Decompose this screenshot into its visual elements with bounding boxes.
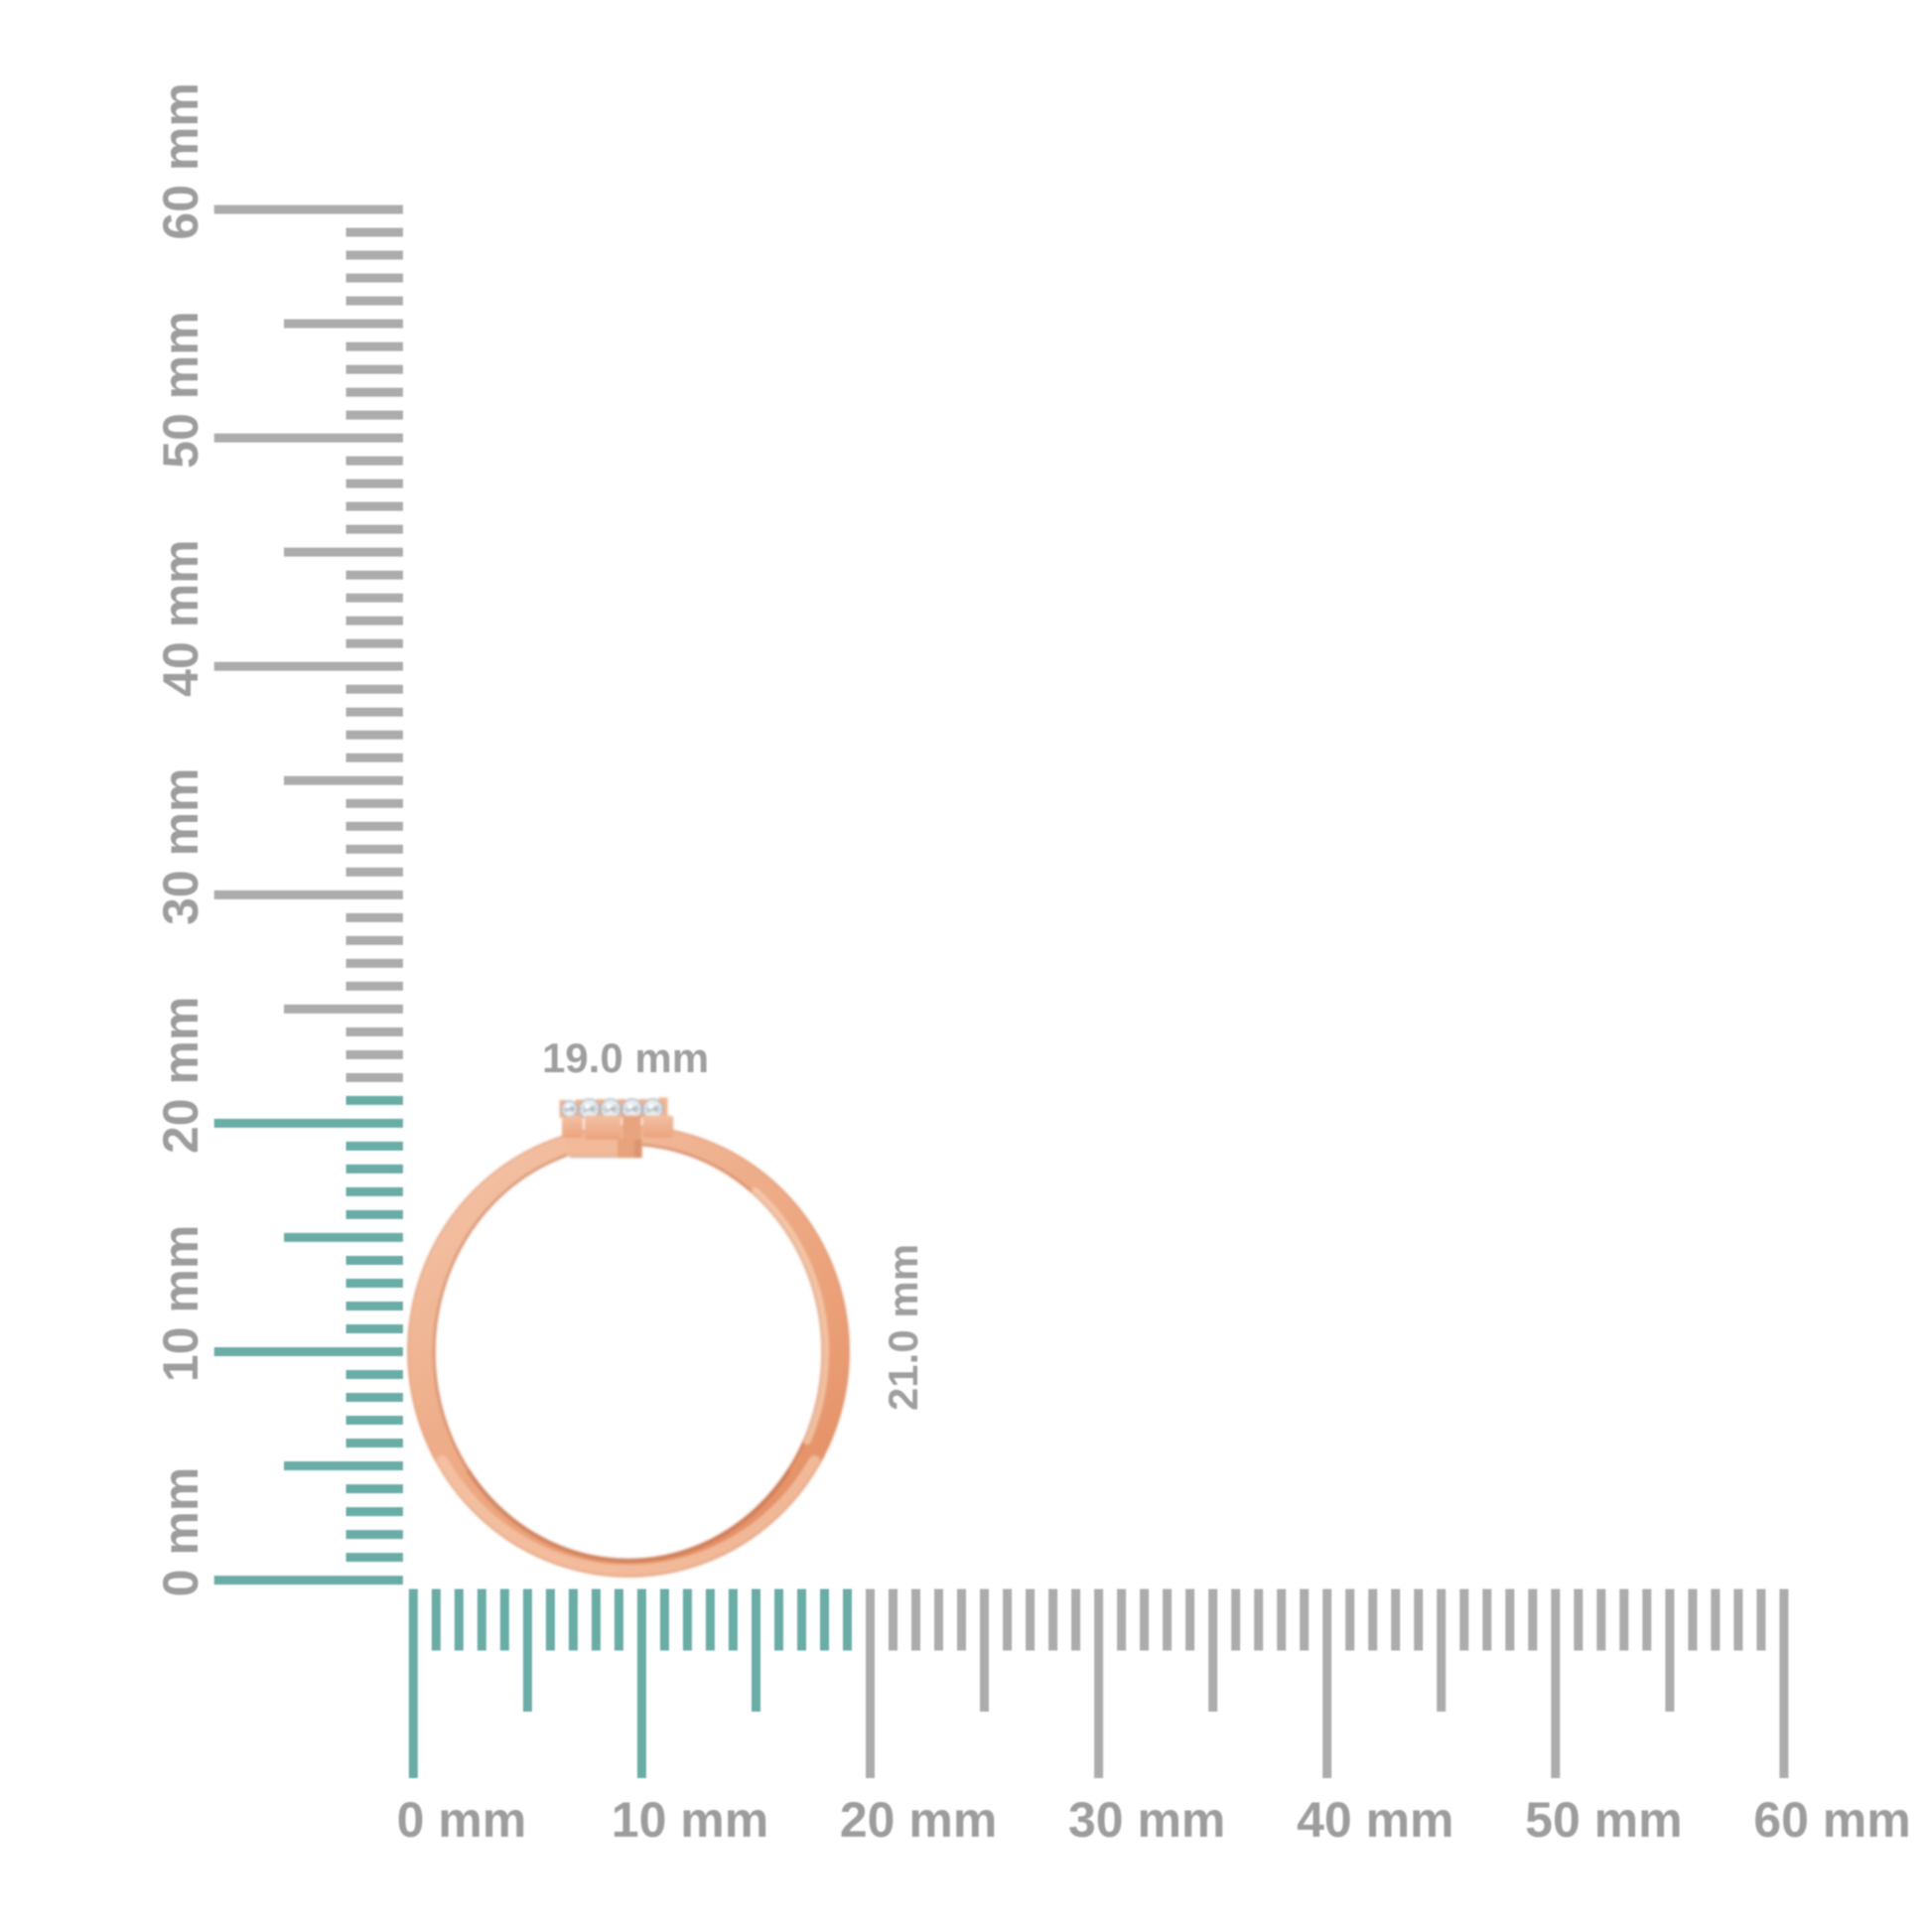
- svg-text:60 mm: 60 mm: [153, 82, 208, 239]
- svg-text:30 mm: 30 mm: [1068, 1792, 1225, 1848]
- svg-text:10 mm: 10 mm: [153, 1225, 208, 1382]
- svg-text:30 mm: 30 mm: [153, 767, 208, 924]
- svg-text:20 mm: 20 mm: [153, 997, 208, 1154]
- svg-text:50 mm: 50 mm: [153, 311, 208, 468]
- svg-text:0 mm: 0 mm: [397, 1792, 527, 1848]
- svg-text:50 mm: 50 mm: [1525, 1792, 1682, 1848]
- svg-text:20 mm: 20 mm: [840, 1792, 997, 1848]
- svg-text:40 mm: 40 mm: [1297, 1792, 1453, 1848]
- svg-text:19.0 mm: 19.0 mm: [542, 1035, 709, 1081]
- svg-text:40 mm: 40 mm: [153, 539, 208, 696]
- svg-text:21.0 mm: 21.0 mm: [880, 1244, 926, 1411]
- svg-text:60 mm: 60 mm: [1753, 1792, 1910, 1848]
- svg-text:10 mm: 10 mm: [612, 1792, 768, 1848]
- svg-text:0 mm: 0 mm: [153, 1467, 208, 1597]
